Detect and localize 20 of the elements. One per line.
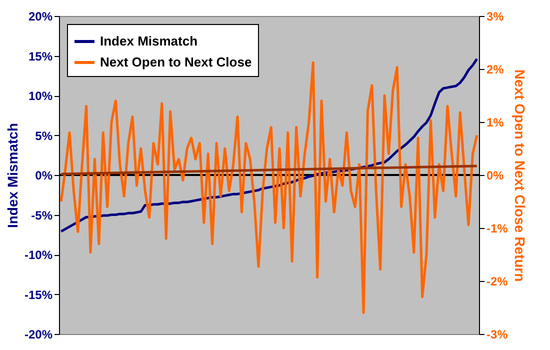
y-tick-label: 20%: [28, 10, 53, 24]
y-tick-label: -20%: [24, 328, 53, 342]
y-tick-label: -15%: [24, 288, 53, 302]
y2-tick-label: -2%: [486, 274, 508, 288]
legend-label: Next Open to Next Close: [100, 54, 252, 70]
y2-tick-label: -3%: [486, 328, 508, 342]
y2-axis-title: Next Open to Next Close Return: [512, 69, 528, 282]
y2-tick-label: 2%: [486, 62, 504, 76]
y-tick-label: 5%: [35, 128, 53, 143]
y-tick-label: 0%: [35, 168, 53, 182]
y2-tick-label: 0%: [486, 168, 504, 182]
y-axis-title: Index Mismatch: [4, 122, 20, 228]
y2-tick-label: 3%: [486, 10, 504, 24]
y-tick-label: 15%: [28, 49, 53, 64]
y2-tick-label: -1%: [486, 222, 508, 236]
legend-label: Index Mismatch: [100, 34, 198, 48]
y-tick-label: -5%: [31, 208, 53, 222]
y-tick-label: -10%: [24, 248, 53, 262]
y2-tick-label: 1%: [486, 116, 504, 130]
y-tick-label: 10%: [28, 89, 53, 103]
